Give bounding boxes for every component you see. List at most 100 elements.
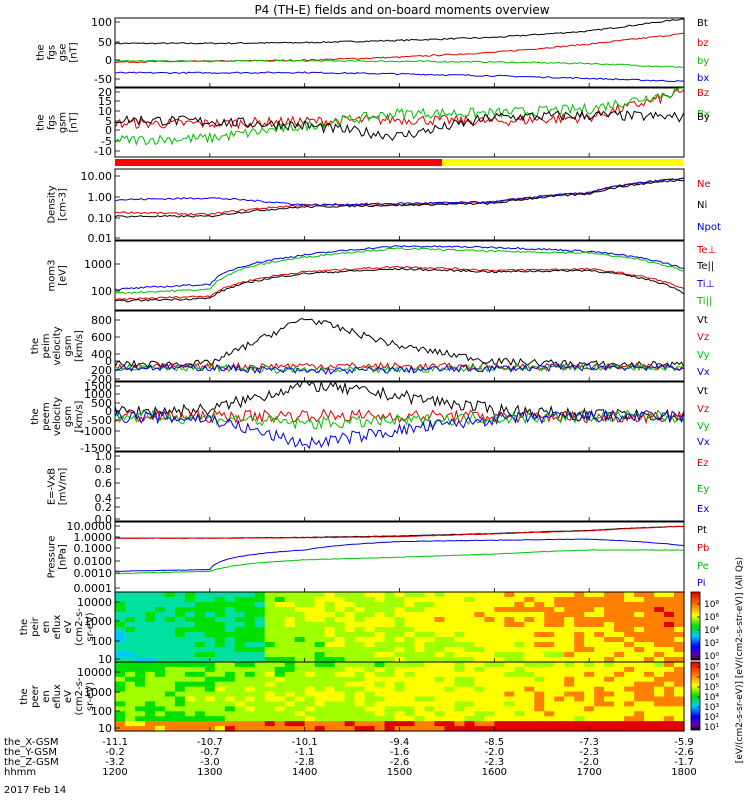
heatmap-cell — [144, 696, 156, 703]
heatmap-cell — [444, 666, 455, 673]
heatmap-cell — [604, 627, 615, 633]
heatmap-cell — [224, 627, 236, 633]
heatmap-cell — [594, 592, 605, 598]
heatmap-cell — [194, 607, 206, 613]
heatmap-cell — [254, 657, 266, 663]
heatmap-cell — [654, 696, 665, 703]
colorbar-tick-label: 10⁰ — [704, 652, 719, 662]
heatmap-cell — [284, 622, 296, 628]
heatmap-cell — [564, 602, 575, 608]
heatmap-cell — [444, 612, 455, 618]
heatmap-cell — [484, 662, 495, 668]
heatmap-cell — [134, 676, 146, 683]
series-line-bz — [114, 32, 685, 64]
heatmap-cell — [634, 676, 645, 683]
heatmap-cell — [344, 622, 356, 628]
heatmap-cell — [284, 716, 296, 722]
heatmap-cell — [434, 602, 446, 608]
heatmap-cell — [454, 666, 465, 673]
heatmap-cell — [464, 671, 475, 678]
heatmap-cell — [464, 647, 475, 653]
heatmap-cell — [394, 642, 406, 648]
heatmap-cell — [574, 726, 585, 732]
heatmap-cell — [274, 592, 286, 598]
heatmap-cell — [664, 632, 675, 638]
heatmap-cell — [394, 706, 406, 712]
heatmap-cell — [364, 716, 376, 722]
heatmap-cell — [364, 691, 376, 698]
heatmap-cell — [564, 637, 575, 643]
heatmap-cell — [614, 657, 625, 663]
heatmap-cell — [484, 647, 495, 653]
heatmap-cell — [564, 592, 575, 598]
heatmap-cell — [174, 592, 186, 598]
heatmap-cell — [304, 622, 316, 628]
heatmap-cell — [664, 592, 675, 598]
heatmap-cell — [224, 662, 236, 668]
heatmap-cell — [324, 701, 336, 707]
heatmap-cell — [374, 716, 386, 722]
heatmap-cell — [624, 647, 635, 653]
heatmap-cell — [284, 696, 296, 703]
heatmap-cell — [584, 681, 595, 688]
heatmap-cell — [594, 607, 605, 613]
legend-entry: Te|| — [696, 261, 714, 272]
heatmap-cell — [594, 612, 605, 618]
heatmap-cell — [604, 597, 615, 603]
heatmap-cell — [334, 632, 346, 638]
colorbar-tick-label: 10⁸ — [704, 600, 719, 610]
heatmap-cell — [614, 716, 625, 722]
heatmap-cell — [314, 642, 326, 648]
colorbar-tick-label: 10² — [704, 639, 719, 649]
y-axis-label-line: eV — [63, 620, 74, 633]
heatmap-cell — [574, 632, 585, 638]
heatmap-cell — [564, 612, 575, 618]
heatmap-cell — [344, 681, 356, 688]
heatmap-cell — [254, 642, 266, 648]
heatmap-cell — [494, 642, 505, 648]
heatmap-cell — [524, 686, 535, 693]
heatmap-cell — [304, 666, 316, 673]
heatmap-cell — [334, 696, 346, 703]
heatmap-cell — [344, 701, 356, 707]
heatmap-cell — [494, 721, 505, 727]
heatmap-cell — [164, 637, 176, 643]
heatmap-cell — [134, 686, 146, 693]
heatmap-cell — [214, 676, 226, 683]
heatmap-cell — [564, 701, 575, 707]
heatmap-cell — [214, 592, 226, 598]
heatmap-cell — [115, 671, 126, 678]
heatmap-cell — [644, 696, 655, 703]
heatmap-cell — [244, 662, 256, 668]
heatmap-cell — [494, 622, 505, 628]
heatmap-cell — [344, 612, 356, 618]
heatmap-cell — [144, 686, 156, 693]
heatmap-cell — [294, 662, 306, 668]
heatmap-cell — [304, 627, 316, 633]
heatmap-cell — [414, 696, 426, 703]
colorbar-tick-label: 10⁴ — [704, 626, 719, 636]
heatmap-cell — [634, 701, 645, 707]
heatmap-cell — [324, 627, 336, 633]
heatmap-cell — [454, 686, 465, 693]
heatmap-cell — [274, 686, 286, 693]
heatmap-cell — [444, 652, 455, 658]
heatmap-cell — [484, 657, 495, 663]
heatmap-cell — [304, 647, 316, 653]
heatmap-cell — [664, 691, 675, 698]
heatmap-cell — [244, 681, 256, 688]
heatmap-cell — [564, 617, 575, 623]
heatmap-cell — [544, 617, 555, 623]
y-tick-label: -200 — [87, 373, 112, 386]
heatmap-cell — [134, 622, 146, 628]
heatmap-cell — [334, 711, 346, 717]
y-tick-label: -10 — [94, 145, 112, 158]
heatmap-cell — [144, 676, 156, 683]
heatmap-cell — [514, 637, 525, 643]
heatmap-cell — [574, 647, 585, 653]
heatmap-cell — [224, 657, 236, 663]
heatmap-cell — [204, 637, 216, 643]
heatmap-cell — [474, 647, 485, 653]
heatmap-cell — [404, 676, 416, 683]
y-tick-label: 10.0000 — [67, 520, 113, 533]
